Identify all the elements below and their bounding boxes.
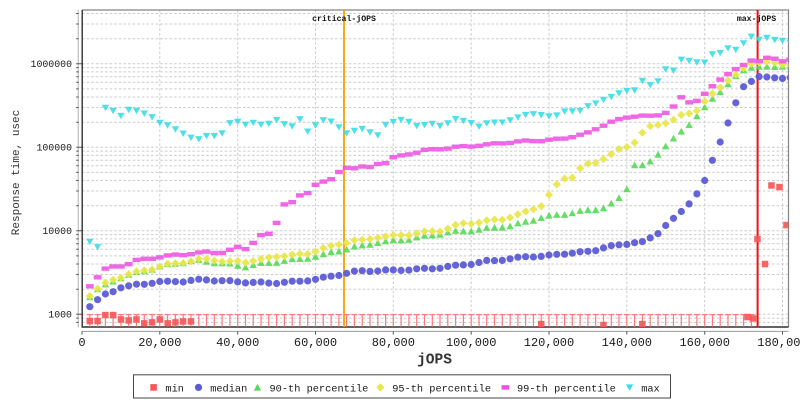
svg-text:0: 0 <box>78 336 85 350</box>
svg-text:100,000: 100,000 <box>446 336 496 350</box>
svg-text:180,000: 180,000 <box>757 336 800 350</box>
svg-text:max: max <box>641 384 660 396</box>
svg-text:160,000: 160,000 <box>679 336 729 350</box>
svg-text:40,000: 40,000 <box>216 336 259 350</box>
svg-text:Response time, usec: Response time, usec <box>11 110 23 235</box>
svg-text:140,000: 140,000 <box>602 336 652 350</box>
svg-text:80,000: 80,000 <box>372 336 415 350</box>
svg-text:99-th percentile: 99-th percentile <box>517 384 616 396</box>
svg-text:10000: 10000 <box>42 226 72 237</box>
svg-text:60,000: 60,000 <box>294 336 337 350</box>
svg-text:min: min <box>165 384 184 396</box>
svg-text:90-th percentile: 90-th percentile <box>270 384 369 396</box>
svg-text:120,000: 120,000 <box>524 336 574 350</box>
svg-text:95-th percentile: 95-th percentile <box>392 384 491 396</box>
svg-text:median: median <box>210 384 247 396</box>
svg-text:1000000: 1000000 <box>31 59 73 70</box>
svg-text:jOPS: jOPS <box>417 353 452 369</box>
svg-text:critical-jOPS: critical-jOPS <box>312 14 376 24</box>
svg-text:100000: 100000 <box>36 143 72 154</box>
svg-text:1000: 1000 <box>48 310 72 321</box>
svg-text:max-jOPS: max-jOPS <box>737 14 776 24</box>
svg-text:20,000: 20,000 <box>138 336 181 350</box>
